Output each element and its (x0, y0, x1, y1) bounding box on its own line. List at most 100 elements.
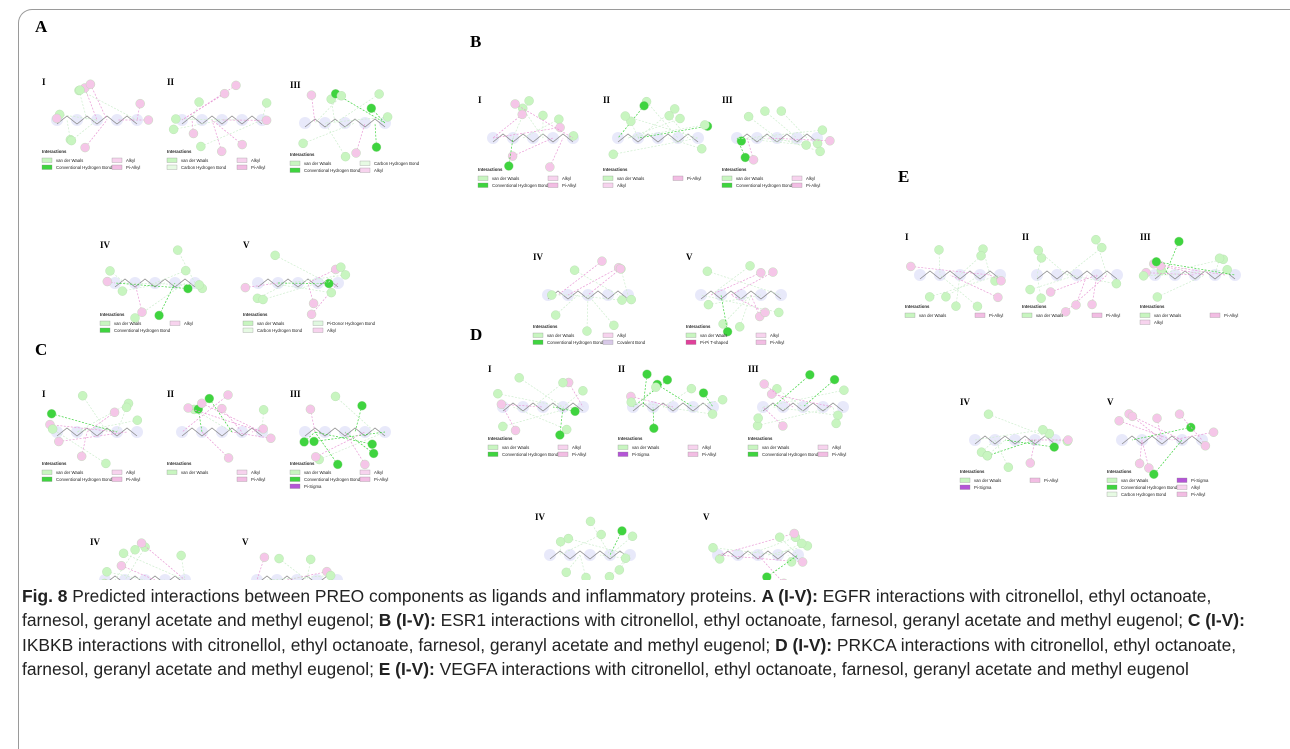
panel-letter: D (470, 325, 482, 344)
legend-label: Alkyl (374, 168, 383, 173)
ligand-halo (914, 269, 926, 281)
legend-label: van der Waals (181, 158, 208, 163)
legend-label: Alkyl (184, 321, 193, 326)
legend-label: Pi-Alkyl (806, 183, 820, 188)
residue (136, 99, 145, 108)
interaction-line (575, 270, 618, 295)
legend-label: Carbon Hydrogen Bond (257, 328, 303, 333)
residue (169, 125, 178, 134)
legend-swatch (1177, 478, 1187, 483)
legend-swatch (1022, 313, 1032, 318)
legend-label: Conventional Hydrogen Bond (114, 328, 171, 333)
legend-title: Interactions (290, 152, 315, 157)
residue (699, 388, 708, 397)
residue (54, 437, 63, 446)
legend-title: Interactions (42, 461, 67, 466)
residue (1037, 294, 1046, 303)
molecule-diagram (906, 245, 1006, 311)
legend-label: Pi-Alkyl (989, 313, 1003, 318)
legend-swatch (1107, 492, 1117, 497)
residue (177, 551, 186, 560)
legend-title: Interactions (243, 312, 268, 317)
residue (220, 89, 229, 98)
residue (777, 107, 786, 116)
residue (360, 460, 369, 469)
sub-numeral: IV (960, 397, 971, 407)
residue (102, 567, 111, 576)
panel-letter: E (898, 167, 909, 186)
legend-label: Alkyl (770, 333, 779, 338)
residue (651, 383, 660, 392)
residue (77, 452, 86, 461)
legend-label: Carbon Hydrogen Bond (181, 165, 227, 170)
residue (101, 459, 110, 468)
legend-label: Conventional Hydrogen Bond (547, 340, 604, 345)
residue (555, 430, 564, 439)
residue (1209, 428, 1218, 437)
residue (117, 561, 126, 570)
interaction-line (201, 120, 262, 146)
legend-swatch (243, 321, 253, 326)
residue (1038, 425, 1047, 434)
legend-label: van der Waals (56, 158, 83, 163)
residue (754, 414, 763, 423)
residue (326, 571, 335, 580)
legend-swatch (1140, 320, 1150, 325)
residue (493, 389, 502, 398)
legend-swatch (100, 321, 110, 326)
residue (119, 549, 128, 558)
residue (582, 573, 591, 580)
molecule-diagram (251, 553, 343, 580)
sub-numeral: I (42, 389, 46, 399)
legend-swatch (112, 165, 122, 170)
legend-swatch (748, 452, 758, 457)
sub-numeral: II (618, 364, 626, 374)
legend-swatch (42, 470, 52, 475)
molecule-diagram (626, 370, 727, 433)
residue (1115, 416, 1124, 425)
residue (241, 283, 250, 292)
legend-swatch (1107, 478, 1117, 483)
legend-swatch (42, 477, 52, 482)
residue (925, 292, 934, 301)
residue (839, 386, 848, 395)
residue (832, 419, 841, 428)
legend-title: Interactions (488, 436, 513, 441)
legend-swatch (167, 165, 177, 170)
residue (708, 543, 717, 552)
residue (173, 246, 182, 255)
residue (1046, 288, 1055, 297)
legend-label: Pi-Alkyl (702, 452, 716, 457)
residue (144, 116, 153, 125)
legend-swatch (603, 183, 613, 188)
residue (52, 114, 61, 123)
residue (774, 308, 783, 317)
ligand-halo (1116, 434, 1128, 446)
residue (525, 96, 534, 105)
molecule-diagram (969, 410, 1073, 472)
legend-label: Pi-Alkyl (126, 477, 140, 482)
residue (802, 141, 811, 150)
residue (275, 554, 284, 563)
legend-label: van der Waals (114, 321, 141, 326)
legend-title: Interactions (100, 312, 125, 317)
sub-numeral: II (1022, 232, 1030, 242)
residue (562, 568, 571, 577)
legend-label: Conventional Hydrogen Bond (304, 477, 361, 482)
residue (741, 153, 750, 162)
residue (703, 267, 712, 276)
sub-numeral: II (603, 95, 611, 105)
interaction-line (85, 88, 97, 120)
interaction-line (643, 374, 647, 407)
residue (138, 308, 147, 317)
ligand-halo (299, 426, 311, 438)
residue (615, 565, 624, 574)
residue (649, 424, 658, 433)
residue (984, 410, 993, 419)
residue (746, 261, 755, 270)
molecule-diagram (51, 80, 153, 152)
residue (715, 554, 724, 563)
residue (760, 107, 769, 116)
legend-label: Pi-Alkyl (1224, 313, 1238, 318)
legend-label: van der Waals (304, 161, 331, 166)
